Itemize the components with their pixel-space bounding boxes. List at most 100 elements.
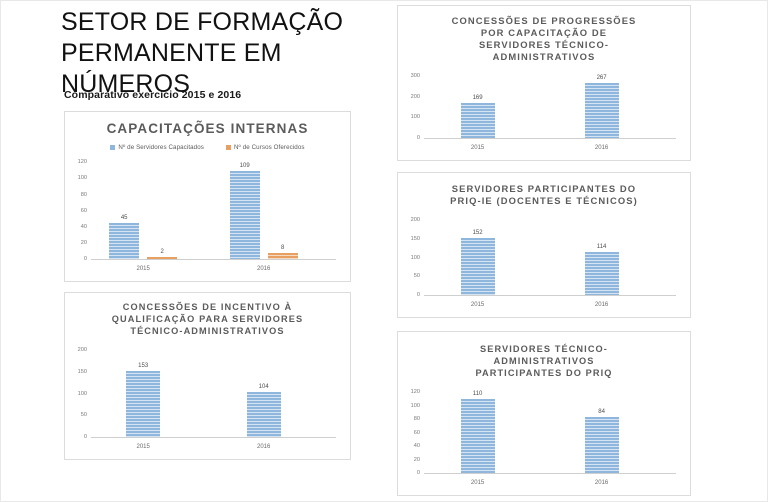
chart-legend: Nº de Servidores Capacitados Nº de Cursos… [65,144,350,151]
chart-title: SERVIDORES TÉCNICO- ADMINISTRATIVOS PARTIC… [398,344,690,379]
bar [460,103,495,138]
bar-value-label: 152 [472,230,483,237]
y-tick-label: 0 [416,134,420,141]
chart-title-line-3: TÉCNICO-ADMINISTRATIVOS [130,325,285,336]
x-tick-label: 2015 [470,479,485,486]
legend-label: Nº de Cursos Oferecidos [233,144,305,152]
bar [584,252,619,295]
y-tick-label: 0 [416,291,420,298]
x-tick-label: 2015 [136,443,150,450]
y-tick-label: 0 [416,469,420,476]
plot-area: 0 20 40 60 80 100 120 45 2 2015 109 8 2016 [65,159,350,272]
legend-item-1[interactable]: Nº de Cursos Oferecidos [225,144,305,152]
chart-title: CAPACITAÇÕES INTERNAS [65,120,350,137]
chart-title-line-2: ADMINISTRATIVOS [493,355,595,366]
bar-value-label: 169 [472,95,483,102]
x-tick-label: 2015 [136,265,150,272]
y-tick-label: 150 [77,368,87,375]
bar [267,252,298,259]
y-tick-label: 200 [410,217,420,224]
y-tick-label: 100 [77,175,87,182]
y-tick-label: 40 [413,443,420,450]
bar [147,257,178,259]
bar-value-label: 2 [160,249,164,256]
x-axis-line [91,258,336,260]
bar [126,370,161,437]
x-axis-line [424,294,676,296]
chart-panel-progressoes-capacitacao: CONCESSÕES DE PROGRESSÕES POR CAPACITAÇÃO… [397,5,691,161]
plot-area: 0 50 100 150 200 152 2015 114 2016 [398,217,690,308]
bar-value-label: 84 [598,408,605,415]
legend-swatch-icon [225,145,231,151]
y-tick-label: 40 [80,223,87,230]
legend-swatch-icon [110,145,116,151]
page-title: SETOR DE FORMAÇÃO PERMANENTE EM NÚMEROS [61,7,391,100]
bar-value-label: 110 [472,391,483,398]
y-tick-label: 100 [77,390,87,397]
chart-title-line-1: CONCESSÕES DE PROGRESSÕES [451,15,637,26]
bar [584,416,619,473]
y-tick-label: 0 [83,255,87,262]
chart-title-line-4: ADMINISTRATIVOS [492,51,596,63]
bar-value-label: 45 [120,214,128,221]
chart-title-line-1: CAPACITAÇÕES INTERNAS [106,121,309,136]
bar-value-label: 267 [596,74,607,81]
y-tick-label: 200 [410,93,420,100]
chart-title-line-2: POR CAPACITAÇÃO DE [480,27,608,39]
bar [246,391,281,437]
bar-value-label: 114 [596,244,607,251]
y-tick-label: 200 [77,347,87,354]
page-title-line-1: SETOR DE FORMAÇÃO [61,8,344,36]
legend-label: Nº de Servidores Capacitados [118,144,204,152]
chart-title-line-2: QUALIFICAÇÃO PARA SERVIDORES [111,313,304,324]
y-tick-label: 60 [80,207,87,214]
x-axis-line [424,137,676,139]
bar [229,171,260,259]
bar [460,238,495,295]
bar-value-label: 153 [138,362,149,369]
y-tick-label: 50 [413,273,420,280]
plot-area: 0 100 200 300 169 2015 267 2016 [398,73,690,151]
bar [109,222,140,259]
bar-value-label: 8 [281,244,285,251]
y-tick-label: 20 [80,239,87,246]
y-tick-label: 300 [410,73,420,80]
chart-panel-priq-tecnico-administrativos: SERVIDORES TÉCNICO- ADMINISTRATIVOS PARTIC… [397,331,691,496]
x-axis-line [91,436,336,438]
y-tick-label: 150 [410,235,420,242]
y-tick-label: 50 [80,412,87,419]
x-axis-line [424,472,676,474]
y-tick-label: 20 [413,456,420,463]
x-tick-label: 2015 [470,301,485,308]
y-tick-label: 60 [413,429,420,436]
y-tick-label: 100 [410,254,420,261]
chart-title: CONCESSÕES DE INCENTIVO À QUALIFICAÇÃO PA… [65,302,350,337]
x-tick-label: 2016 [594,479,609,486]
chart-title-line-2: PRIQ-IE (DOCENTES E TÉCNICOS) [450,195,638,207]
chart-title-line-1: SERVIDORES TÉCNICO- [480,344,608,354]
y-tick-label: 80 [413,416,420,423]
x-tick-label: 2016 [257,265,271,272]
y-tick-label: 120 [410,389,420,396]
chart-panel-capacitacoes-internas: CAPACITAÇÕES INTERNAS Nº de Servidores Ca… [64,111,351,282]
x-tick-label: 2015 [470,144,485,151]
chart-title-line-1: CONCESSÕES DE INCENTIVO À [122,302,293,312]
y-tick-label: 100 [410,114,420,121]
bar-value-label: 104 [258,383,269,390]
chart-title-line-3: SERVIDORES TÉCNICO- [478,39,610,51]
y-tick-label: 100 [410,402,420,409]
x-tick-label: 2016 [257,443,271,450]
y-tick-label: 80 [80,191,87,198]
chart-title: SERVIDORES PARTICIPANTES DO PRIQ-IE (DOCE… [398,183,690,207]
legend-item-0[interactable]: Nº de Servidores Capacitados [110,144,204,151]
x-tick-label: 2016 [594,144,609,151]
plot-area: 0 50 100 150 200 153 2015 104 2016 [65,347,350,450]
bar-value-label: 109 [239,163,250,170]
chart-panel-priq-ie-participantes: SERVIDORES PARTICIPANTES DO PRIQ-IE (DOCE… [397,172,691,318]
chart-panel-incentivo-qualificacao: CONCESSÕES DE INCENTIVO À QUALIFICAÇÃO PA… [64,292,351,460]
y-tick-label: 120 [77,159,87,166]
page-subtitle: Comparativo exercício 2015 e 2016 [64,89,242,101]
y-tick-label: 0 [83,433,87,440]
plot-area: 0 20 40 60 80 100 120 110 2015 84 2016 [398,389,690,486]
